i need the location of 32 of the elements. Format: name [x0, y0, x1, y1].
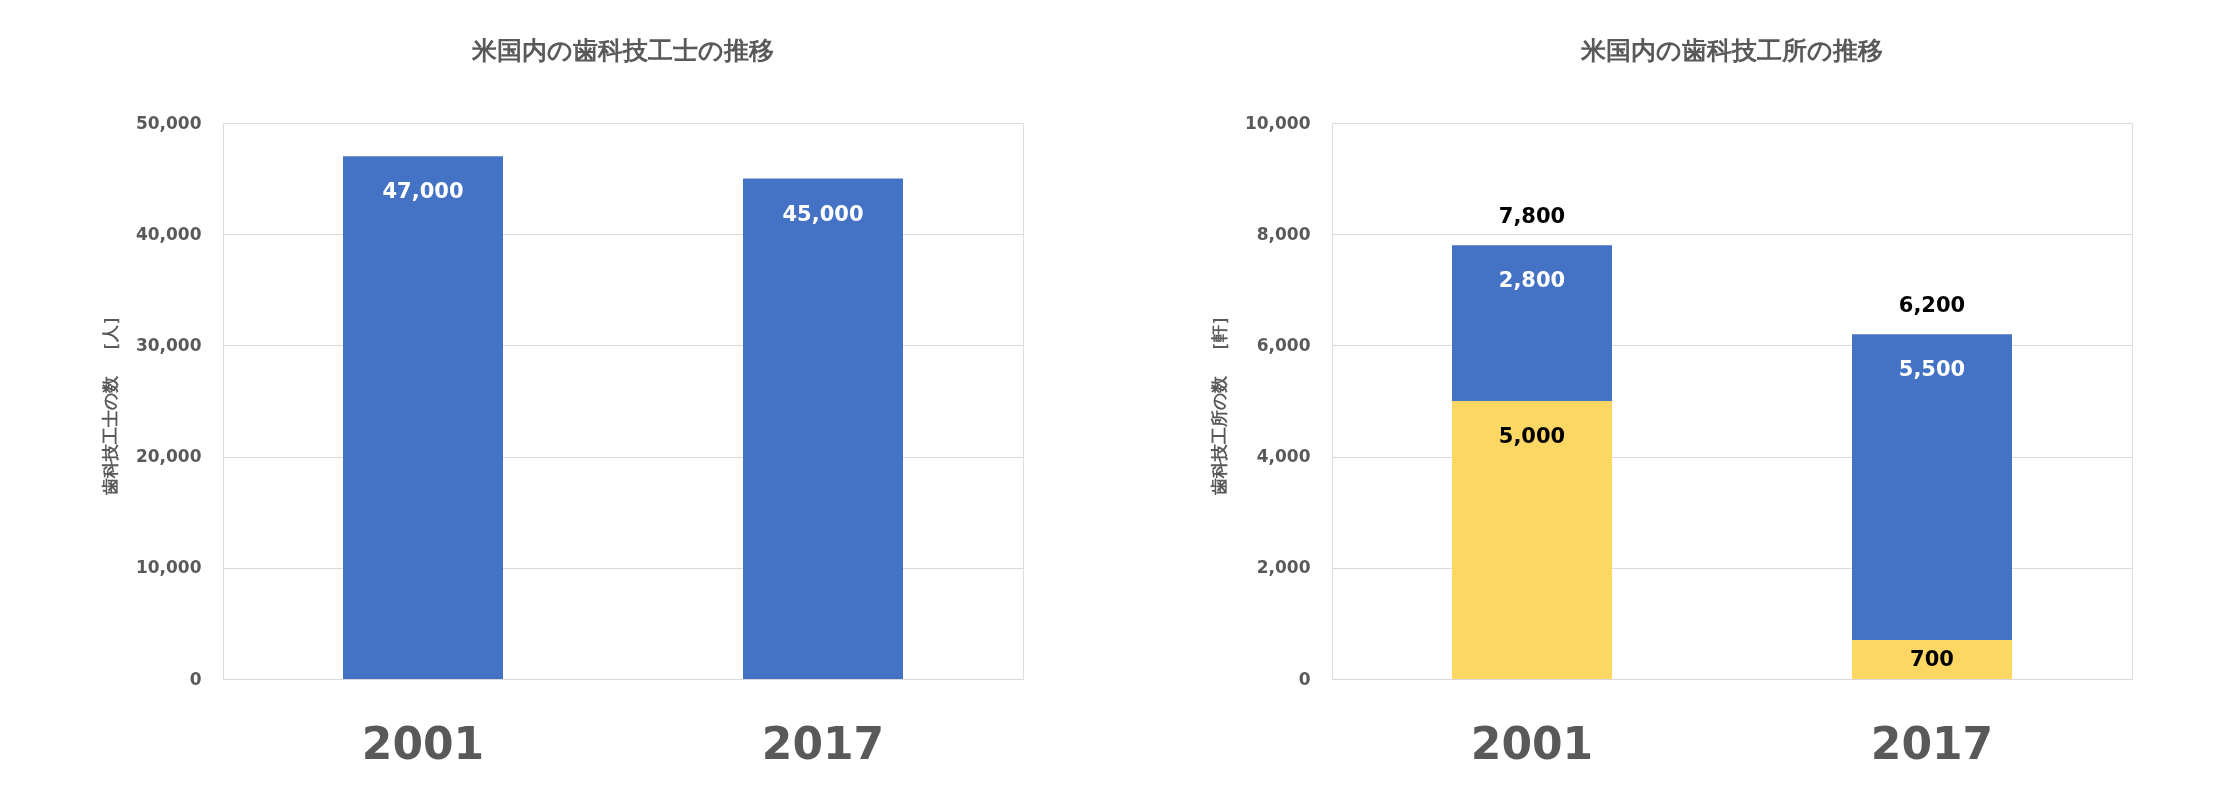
y-tick-label: 8,000	[1256, 223, 1311, 244]
bar	[1852, 640, 2012, 679]
y-tick-label: 30,000	[135, 334, 202, 355]
y-tick-label: 50,000	[135, 112, 202, 133]
x-tick-label: 2017	[761, 717, 885, 769]
bar	[1452, 401, 1612, 679]
y-axis-title: 歯科技工士の数 ［人］	[99, 308, 120, 496]
bar	[1852, 334, 2012, 641]
y-tick-label: 4,000	[1256, 446, 1311, 467]
data-label: 47,000	[382, 179, 464, 204]
x-tick-label: 2001	[1470, 717, 1594, 769]
x-tick-label: 2017	[1870, 717, 1994, 769]
data-label: 5,000	[1498, 424, 1566, 448]
y-tick-label: 2,000	[1256, 557, 1311, 578]
y-tick-label: 6,000	[1256, 334, 1311, 355]
data-label: 700	[1910, 646, 1954, 671]
data-label: 45,000	[782, 201, 864, 226]
y-tick-label: 10,000	[135, 557, 202, 578]
y-tick-label: 0	[1298, 668, 1311, 689]
total-label: 7,800	[1498, 204, 1566, 229]
data-label: 2,800	[1498, 268, 1566, 293]
y-tick-label: 0	[189, 668, 202, 689]
bar	[1452, 245, 1612, 401]
total-label: 6,200	[1898, 293, 1966, 318]
y-tick-label: 10,000	[1244, 112, 1311, 133]
y-tick-label: 40,000	[135, 223, 202, 244]
chart-title: 米国内の歯科技工所の推移	[1580, 36, 1883, 65]
x-tick-label: 2001	[361, 717, 485, 769]
y-axis-title: 歯科技工所の数 ［軒］	[1208, 308, 1229, 496]
y-tick-label: 20,000	[135, 446, 202, 467]
data-label: 5,500	[1898, 357, 1966, 382]
chart-title: 米国内の歯科技工士の推移	[471, 36, 774, 65]
